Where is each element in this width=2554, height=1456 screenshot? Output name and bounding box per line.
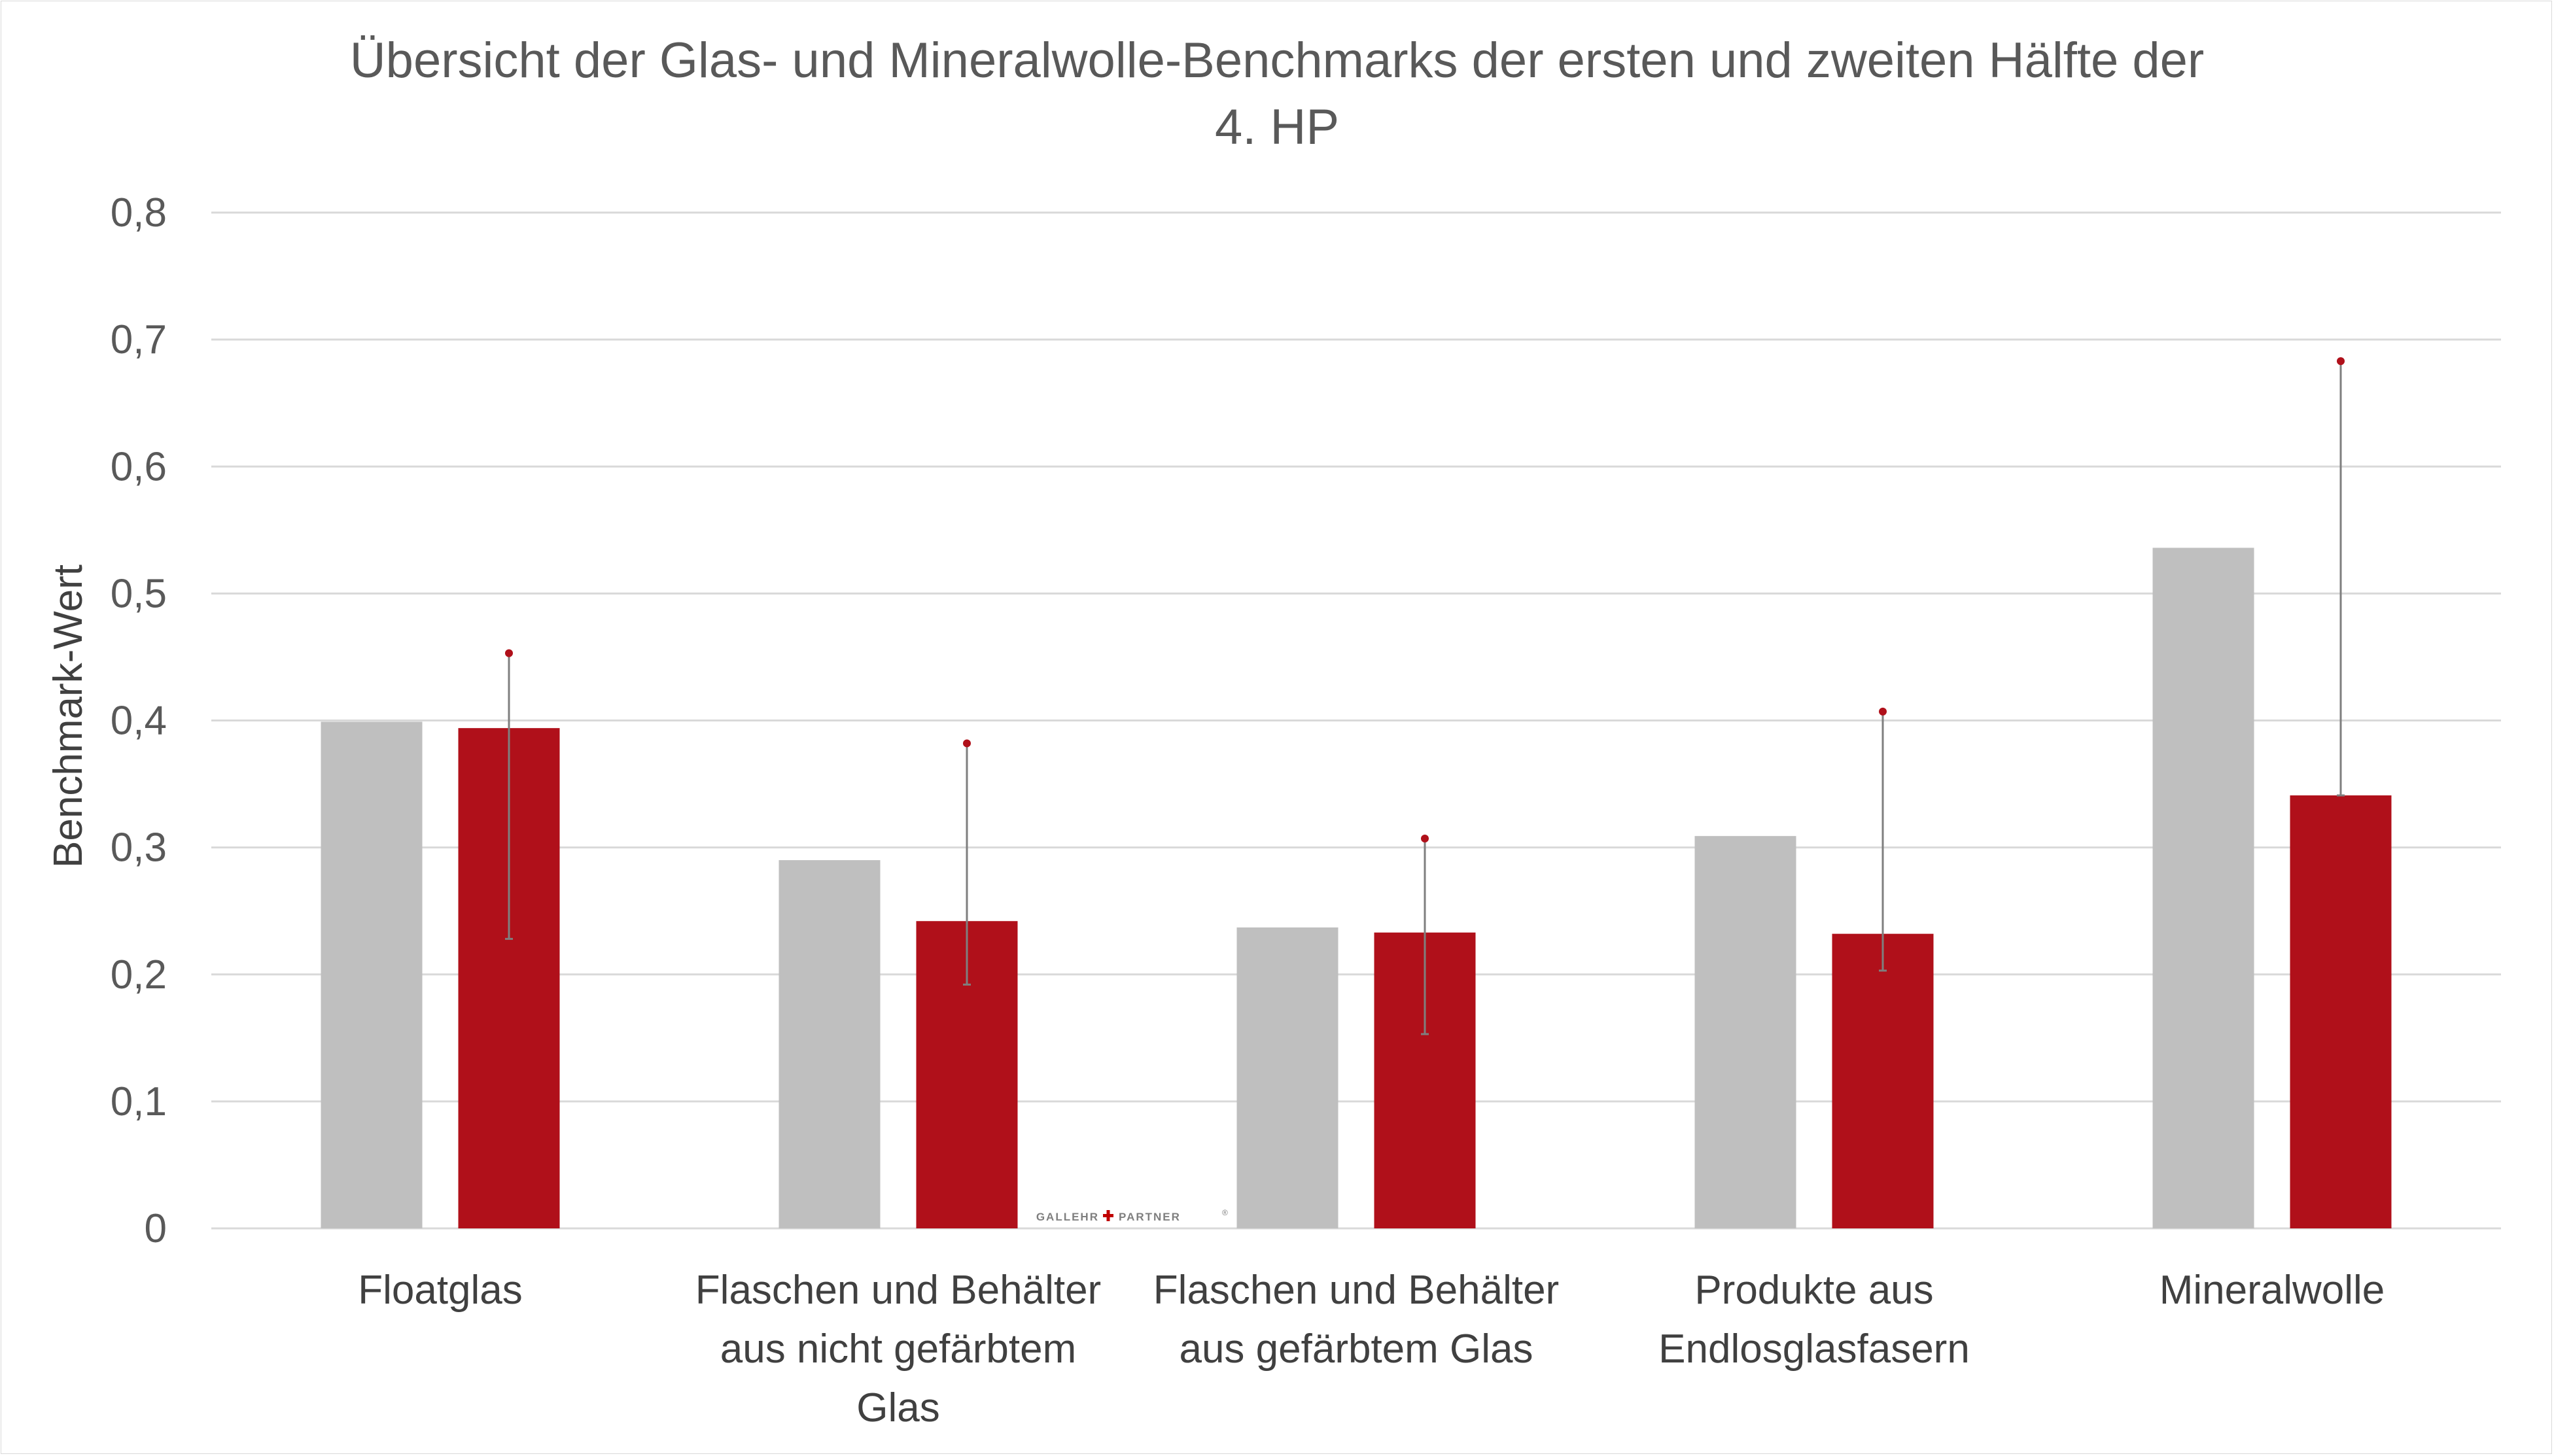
y-tick-label: 0 [145, 1206, 167, 1251]
chart-title-line-2: 4. HP [1215, 99, 1339, 155]
category-label: aus gefärbtem Glas [1179, 1326, 1533, 1372]
error-bars [505, 357, 2345, 1035]
category-label: Flaschen und Behälter [1153, 1268, 1559, 1313]
error-high-marker [963, 739, 971, 748]
category-label: Produkte aus [1694, 1268, 1933, 1313]
category-label: Glas [856, 1385, 939, 1430]
bar-first-half [778, 860, 881, 1228]
bars [321, 547, 2392, 1228]
category-label: Flaschen und Behälter [695, 1268, 1101, 1313]
error-high-marker [2337, 357, 2345, 366]
y-tick-label: 0,8 [111, 190, 167, 235]
error-high-marker [505, 649, 513, 657]
y-tick-label: 0,6 [111, 444, 167, 489]
bar-first-half [1236, 927, 1338, 1228]
watermark-logo: GALLEHR PARTNER ® [1036, 1208, 1228, 1223]
y-tick-label: 0,7 [111, 317, 167, 362]
bar-second-half [1832, 933, 1934, 1228]
category-label: Floatglas [358, 1268, 523, 1313]
bar-first-half [2152, 547, 2254, 1228]
bar-second-half [2290, 795, 2392, 1228]
y-tick-labels: 0 0,1 0,2 0,3 0,4 0,5 0,6 0,7 0,8 [111, 190, 167, 1251]
category-label: aus nicht gefärbtem [720, 1326, 1077, 1372]
category-label: Mineralwolle [2160, 1268, 2385, 1313]
registered-mark: ® [1222, 1208, 1228, 1217]
y-tick-label: 0,2 [111, 952, 167, 997]
category-labels: Floatglas Flaschen und Behälter aus nicht … [358, 1268, 2385, 1430]
watermark-right-text: PARTNER [1119, 1211, 1181, 1223]
bar-first-half [321, 721, 423, 1228]
y-axis-title: Benchmark-Wert [46, 564, 91, 868]
chart-title-line-1: Übersicht der Glas- und Mineralwolle-Ben… [350, 33, 2204, 88]
error-high-marker [1421, 835, 1429, 843]
category-label: Endlosglasfasern [1658, 1326, 1970, 1372]
bar-first-half [1694, 836, 1796, 1228]
cross-icon [1103, 1210, 1113, 1221]
y-tick-label: 0,5 [111, 571, 167, 616]
watermark-left-text: GALLEHR [1036, 1211, 1099, 1223]
y-tick-label: 0,3 [111, 825, 167, 871]
y-tick-label: 0,4 [111, 699, 167, 744]
y-tick-label: 0,1 [111, 1079, 167, 1124]
gridlines [211, 211, 2501, 1230]
error-high-marker [1879, 707, 1887, 716]
